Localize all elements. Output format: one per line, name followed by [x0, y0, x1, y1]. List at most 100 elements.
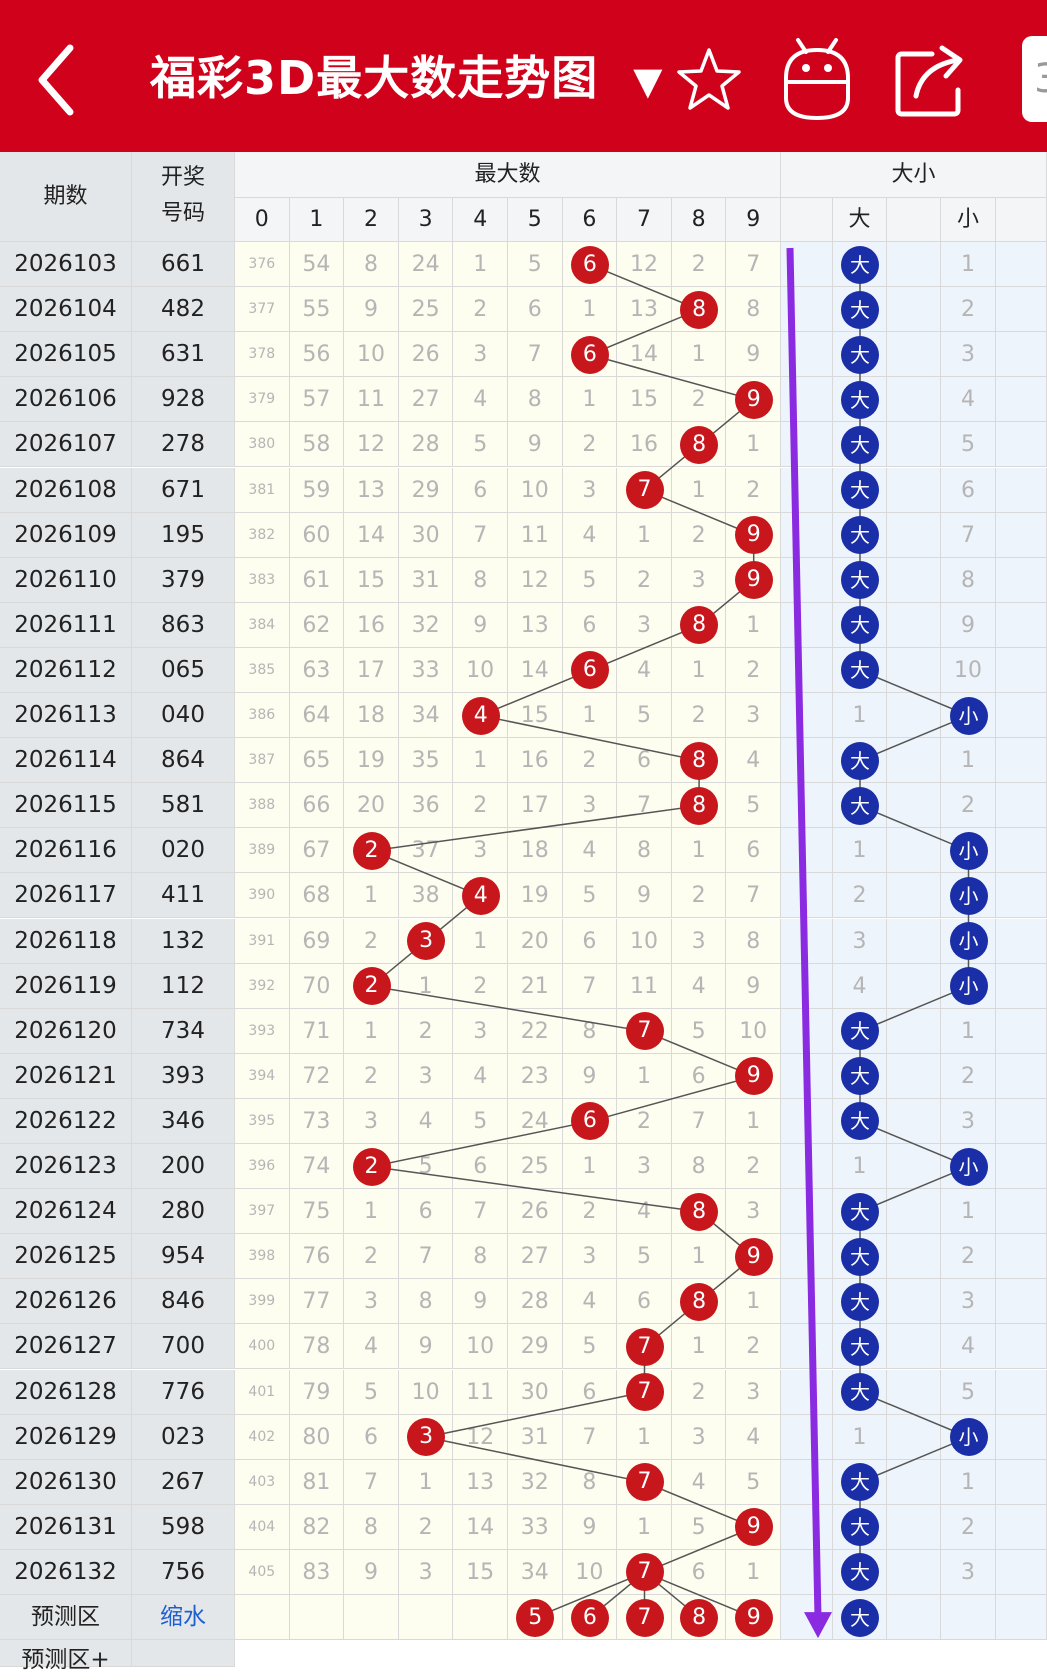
- tail-cell: [996, 557, 1047, 603]
- star-icon[interactable]: [676, 46, 742, 112]
- small-ball: 小: [949, 922, 988, 961]
- mid-cell: [887, 557, 941, 603]
- tail-cell: [996, 1234, 1047, 1280]
- draw-number-cell: 040: [132, 693, 235, 739]
- android-icon[interactable]: [780, 36, 854, 122]
- extra-tab[interactable]: 3: [1022, 36, 1047, 122]
- miss-cell: 19: [508, 873, 563, 919]
- miss-cell: 3: [453, 332, 508, 378]
- prediction-row-bg-left: [0, 1595, 235, 1641]
- miss-cell: 6: [344, 1414, 399, 1460]
- small-cell: 2: [941, 783, 996, 829]
- mid-cell: [887, 1459, 941, 1505]
- miss-cell: 81: [289, 1459, 345, 1505]
- draw-number-cell: 734: [132, 1008, 235, 1054]
- miss-cell: 7: [617, 783, 672, 829]
- prediction-ball[interactable]: 5: [516, 1598, 555, 1637]
- max-digit-ball: 7: [625, 1373, 664, 1412]
- miss-cell: 3: [671, 918, 727, 964]
- miss-cell: 2: [398, 1008, 454, 1054]
- miss-cell: 12: [344, 422, 399, 468]
- miss-cell: 13: [453, 1459, 508, 1505]
- miss-cell: 6: [617, 1279, 672, 1325]
- small-cell: 3: [941, 1279, 996, 1325]
- miss-cell: 3: [453, 828, 508, 874]
- miss-cell: 1: [617, 1053, 672, 1099]
- row-21-bg-left: [0, 1189, 235, 1235]
- miss-cell: 2: [671, 693, 727, 739]
- miss-cell: 1: [453, 242, 508, 288]
- miss-cell: 31: [508, 1414, 563, 1460]
- miss-cell: 2: [562, 1189, 618, 1235]
- prediction-ball[interactable]: 7: [625, 1598, 664, 1637]
- miss-cell: 26: [508, 1189, 563, 1235]
- miss-cell: 8: [344, 1504, 399, 1550]
- small-cell: 9: [941, 602, 996, 648]
- row-8-bg-left: [0, 602, 235, 648]
- big-cell: 3: [833, 918, 887, 964]
- chevron-down-icon: ▼: [633, 59, 664, 103]
- row-6-bg-left: [0, 512, 235, 558]
- miss-cell: 9: [508, 422, 563, 468]
- small-cell: 1: [941, 738, 996, 784]
- miss-cell: 5: [344, 1369, 399, 1415]
- small-cell: 4: [941, 1324, 996, 1370]
- mid-cell: [887, 693, 941, 739]
- miss-cell: 8: [726, 918, 781, 964]
- miss-cell: 5: [508, 242, 563, 288]
- mid-cell: [887, 1504, 941, 1550]
- mid-cell: [887, 1595, 941, 1641]
- digit-header-8: 8: [671, 198, 727, 242]
- miss-cell: 1: [726, 1098, 781, 1144]
- max-digit-ball: 7: [625, 1463, 664, 1502]
- row-0-bg-left: [0, 242, 235, 288]
- draw-number-cell: 379: [132, 557, 235, 603]
- miss-cell: 387: [235, 738, 290, 784]
- size-gap-cell: [781, 512, 833, 558]
- miss-cell: 27: [398, 377, 454, 423]
- miss-cell: 394: [235, 1053, 290, 1099]
- prediction-ball[interactable]: 8: [680, 1598, 719, 1637]
- miss-cell: 20: [508, 918, 563, 964]
- miss-cell: 3: [562, 1234, 618, 1280]
- small-cell: 2: [941, 1234, 996, 1280]
- issue-cell: 2026106: [0, 377, 132, 423]
- page-title[interactable]: 福彩3D最大数走势图 ▼: [150, 48, 663, 111]
- tail-cell: [996, 693, 1047, 739]
- miss-cell: 66: [289, 783, 345, 829]
- miss-cell: 1: [344, 1008, 399, 1054]
- miss-cell: 3: [398, 1549, 454, 1595]
- prediction-digit-cell: [289, 1595, 345, 1641]
- prediction-ball[interactable]: 6: [570, 1598, 609, 1637]
- digit-header-1: 1: [289, 198, 345, 242]
- miss-cell: 3: [562, 467, 618, 513]
- mid-cell: [887, 422, 941, 468]
- small-cell: 6: [941, 467, 996, 513]
- prediction-ball[interactable]: 9: [734, 1598, 773, 1637]
- small-cell: 1: [941, 1189, 996, 1235]
- shrink-link[interactable]: 缩水: [132, 1595, 235, 1641]
- size-gap-cell: [781, 873, 833, 919]
- back-icon[interactable]: [32, 40, 82, 120]
- miss-cell: 37: [398, 828, 454, 874]
- miss-cell: 32: [398, 602, 454, 648]
- prediction-digit-cell: [453, 1595, 508, 1641]
- miss-cell: 391: [235, 918, 290, 964]
- miss-cell: 7: [398, 1234, 454, 1280]
- issue-cell: 2026121: [0, 1053, 132, 1099]
- size-gap-cell: [781, 287, 833, 333]
- miss-cell: 5: [726, 783, 781, 829]
- row-12-bg-left: [0, 783, 235, 829]
- row-27-bg-left: [0, 1459, 235, 1505]
- share-icon[interactable]: [892, 40, 970, 118]
- tail-cell: [996, 1279, 1047, 1325]
- miss-cell: 7: [671, 1098, 727, 1144]
- miss-cell: 2: [617, 1098, 672, 1144]
- prediction-label: 预测区: [0, 1595, 132, 1641]
- size-gap-header: [781, 198, 833, 242]
- tail-cell: [996, 332, 1047, 378]
- big-cell: 1: [833, 1414, 887, 1460]
- miss-cell: 38: [398, 873, 454, 919]
- issue-cell: 2026127: [0, 1324, 132, 1370]
- miss-cell: 1: [562, 1144, 618, 1190]
